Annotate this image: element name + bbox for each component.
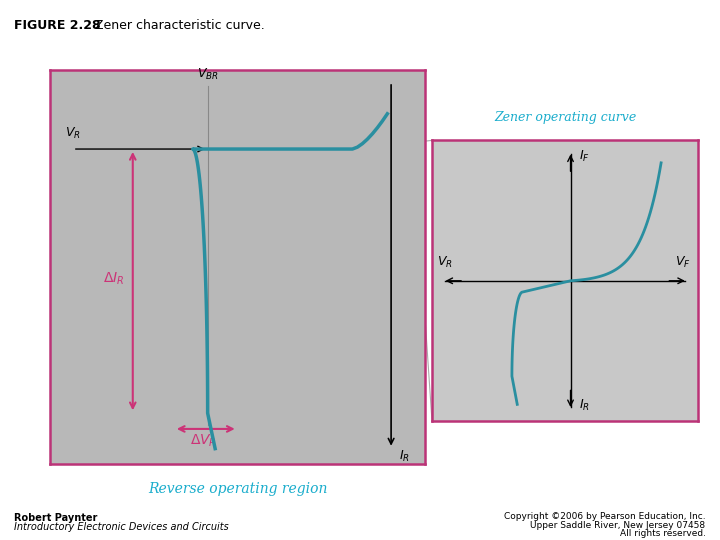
Text: Zener operating curve: Zener operating curve — [494, 111, 636, 124]
Text: $V_F$: $V_F$ — [675, 254, 690, 269]
Text: Upper Saddle River, New Jersey 07458: Upper Saddle River, New Jersey 07458 — [531, 521, 706, 530]
Text: Zener characteristic curve.: Zener characteristic curve. — [83, 19, 264, 32]
Text: All rights reserved.: All rights reserved. — [620, 529, 706, 538]
Text: $V_R$: $V_R$ — [66, 126, 81, 141]
Text: $I_F$: $I_F$ — [579, 149, 590, 164]
Text: $V_{BR}$: $V_{BR}$ — [197, 67, 219, 82]
Text: Reverse operating region: Reverse operating region — [148, 482, 328, 496]
Text: FIGURE 2.28: FIGURE 2.28 — [14, 19, 101, 32]
Text: $\Delta I_R$: $\Delta I_R$ — [104, 271, 125, 287]
Text: Introductory Electronic Devices and Circuits: Introductory Electronic Devices and Circ… — [14, 522, 229, 532]
Text: Copyright ©2006 by Pearson Education, Inc.: Copyright ©2006 by Pearson Education, In… — [504, 512, 706, 521]
Text: $I_R$: $I_R$ — [579, 397, 590, 413]
Text: $V_R$: $V_R$ — [437, 254, 453, 269]
Text: $\Delta V_R$: $\Delta V_R$ — [191, 432, 217, 449]
Text: Robert Paynter: Robert Paynter — [14, 513, 98, 523]
Text: $I_R$: $I_R$ — [399, 449, 410, 464]
